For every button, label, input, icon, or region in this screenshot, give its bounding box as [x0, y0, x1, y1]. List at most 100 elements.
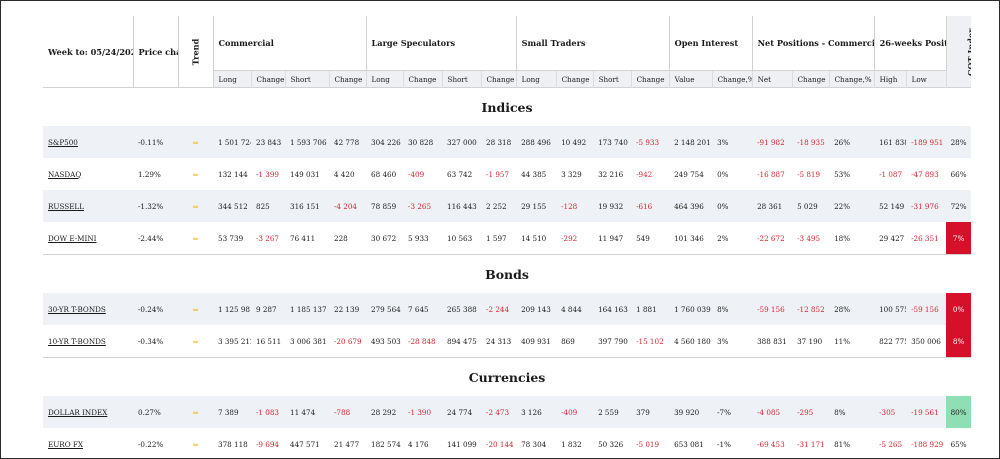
ext-high-header: High: [874, 70, 907, 88]
ext-low-cell: 350 006: [911, 336, 941, 346]
comm-long-change-cell: -1 083: [251, 396, 285, 428]
spec-long-header: Long: [366, 70, 404, 88]
comm-long-change-cell: 9 287: [251, 293, 285, 325]
net-cell: -16 887: [757, 169, 785, 179]
left-right-arrow-icon: ⇔: [192, 439, 199, 449]
instrument-link[interactable]: RUSSELL: [43, 190, 133, 222]
small-long-cell: 409 931: [521, 336, 551, 346]
left-right-arrow-icon: ⇔: [178, 396, 213, 428]
oi-value-cell: 1 760 039: [669, 293, 713, 325]
ext-low-cell: -31 976: [906, 190, 947, 222]
small-long-cell: 209 143: [516, 293, 557, 325]
section-header: Currencies: [43, 357, 972, 396]
comm-long-cell: 53 739: [218, 233, 244, 243]
comm-short-change-cell: 228: [334, 233, 348, 243]
comm-long-change-cell: 825: [251, 190, 285, 222]
spec-long-cell: 68 460: [371, 169, 397, 179]
section-header: Bonds: [43, 254, 972, 293]
comm-short-cell: 1 185 137: [285, 293, 329, 325]
ext-high-cell: 100 575: [874, 293, 907, 325]
small-short-change-cell: 549: [636, 233, 650, 243]
net-change-pct-cell: 8%: [829, 396, 875, 428]
section-title: Indices: [43, 87, 972, 126]
spec-long-cell: 182 574: [371, 439, 401, 449]
week-header: Week to: 05/24/2024: [43, 16, 134, 88]
small-short-cell: 19 932: [593, 190, 632, 222]
small-short-cell: 32 216: [598, 169, 624, 179]
ext-high-cell: -1 087: [879, 169, 903, 179]
spec-short-cell: 265 388: [442, 293, 482, 325]
spec-short-change-cell: 2 252: [481, 190, 517, 222]
net-cell: -22 672: [757, 233, 785, 243]
comm-long-change-cell: -9 694: [256, 439, 280, 449]
instrument-link[interactable]: S&P500: [43, 126, 133, 158]
small-long-cell: 78 304: [521, 439, 547, 449]
oi-change-cell: 3%: [712, 126, 753, 158]
left-right-arrow-icon: ⇔: [178, 126, 213, 158]
section-title: Bonds: [43, 254, 972, 293]
section-title: Currencies: [43, 357, 972, 396]
cot-index-cell: 80%: [946, 396, 972, 428]
small-short-change-cell: -942: [636, 169, 653, 179]
open-interest-header: Open Interest: [669, 16, 753, 71]
comm-short-change-cell: -788: [329, 396, 367, 428]
oi-value-cell: 39 920: [669, 396, 713, 428]
net-change-cell: -18 935: [792, 126, 830, 158]
comm-short-change-cell: 22 139: [329, 293, 367, 325]
price-change-cell: -0.22%: [138, 439, 164, 449]
instrument-link[interactable]: DOLLAR INDEX: [43, 396, 133, 428]
comm-short-cell: 1 593 706: [285, 126, 329, 158]
oi-value-cell: 653 081: [674, 439, 704, 449]
table-row: DOW E-MINI -2.44% ⇔ 53 739 -3 267 76 411 228 30…: [43, 222, 972, 255]
table-row: DOLLAR INDEX 0.27% ⇔ 7 389 -1 083 11 474 -788 2…: [43, 396, 972, 428]
table-row: 10-YR T-BONDS -0.34% ⇔ 3 395 212 16 511 3 006…: [43, 325, 972, 358]
spec-long-change-cell: 4 176: [408, 439, 429, 449]
instrument-link[interactable]: NASDAQ: [48, 169, 82, 179]
small-short-header: Short: [593, 70, 632, 88]
small-long-change-cell: 4 844: [556, 293, 594, 325]
comm-short-change-cell: 21 477: [334, 439, 360, 449]
spec-long-cell: 78 859: [366, 190, 404, 222]
price-change-cell: 0.27%: [133, 396, 178, 428]
net-change-cell: 5 029: [792, 190, 830, 222]
comm-short-cell: 76 411: [290, 233, 316, 243]
net-cell: -91 982: [752, 126, 793, 158]
cot-index-cell: 28%: [946, 126, 972, 158]
spec-short-cell: 894 475: [447, 336, 477, 346]
net-change-cell: -295: [792, 396, 830, 428]
small-long-cell: 44 385: [521, 169, 547, 179]
comm-short-header: Short: [285, 70, 330, 88]
spec-short-change-cell: -2 244: [481, 293, 517, 325]
net-cell: -59 156: [752, 293, 793, 325]
instrument-link[interactable]: 30-YR T-BONDS: [43, 293, 133, 325]
price-change-cell: -0.34%: [138, 336, 164, 346]
instrument-link[interactable]: EURO FX: [48, 439, 83, 449]
spec-short-cell: 24 774: [442, 396, 482, 428]
comm-short-change-cell: -20 679: [334, 336, 362, 346]
ext-high-cell: 52 149: [874, 190, 907, 222]
small-long-change-cell: -409: [556, 396, 594, 428]
price-change-cell: -1.32%: [133, 190, 178, 222]
cot-index-cell: 72%: [946, 190, 972, 222]
ext-low-header: Low: [906, 70, 947, 88]
net-change-pct-cell: 28%: [829, 293, 875, 325]
spec-long-change-cell: -1 390: [403, 396, 443, 428]
ext-low-cell: -47 893: [911, 169, 939, 179]
spec-short-change-cell: 24 313: [486, 336, 512, 346]
left-right-arrow-icon: ⇔: [192, 336, 199, 346]
small-long-change-cell: 10 492: [556, 126, 594, 158]
spec-long-cell: 30 672: [371, 233, 397, 243]
small-short-change-cell: -5 019: [636, 439, 660, 449]
comm-long-cell: 1 125 981: [213, 293, 251, 325]
net-change-cell: -31 171: [797, 439, 825, 449]
net-cell: -69 453: [757, 439, 785, 449]
instrument-link[interactable]: DOW E-MINI: [48, 233, 97, 243]
oi-change-cell: -7%: [712, 396, 753, 428]
spec-short-cell: 10 563: [447, 233, 473, 243]
small-long-change-cell: -292: [561, 233, 578, 243]
instrument-link[interactable]: 10-YR T-BONDS: [48, 336, 106, 346]
price-change-cell: -2.44%: [138, 233, 164, 243]
small-short-cell: 2 559: [593, 396, 632, 428]
table-row: 30-YR T-BONDS -0.24% ⇔ 1 125 981 9 287 1 185 …: [43, 293, 972, 325]
net-change-pct-header: Change,%: [829, 70, 875, 88]
